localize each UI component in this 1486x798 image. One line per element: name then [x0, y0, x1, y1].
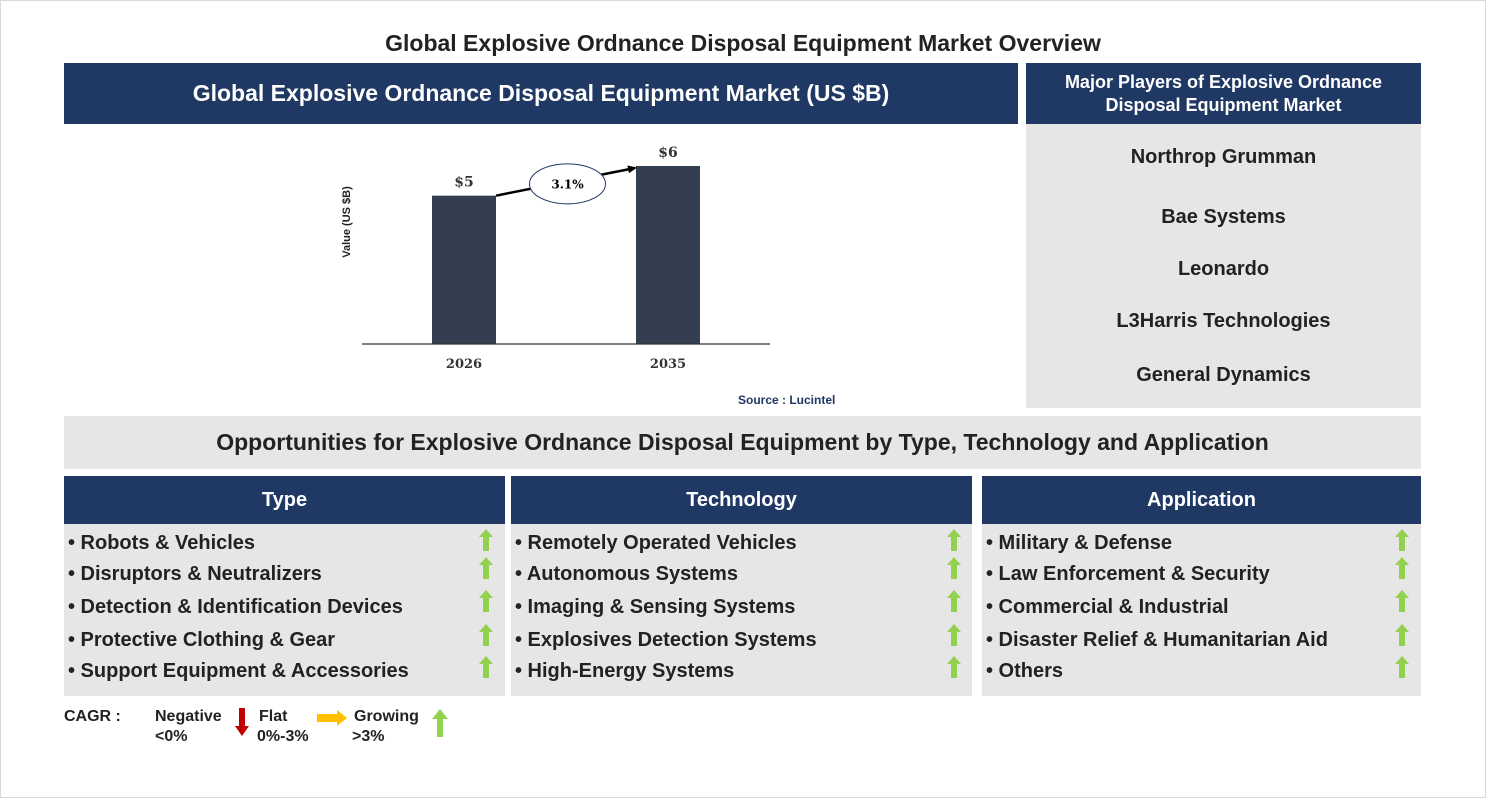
- growing-arrow-icon: [1395, 557, 1409, 579]
- growing-arrow-icon: [947, 624, 961, 646]
- growing-arrow-icon: [479, 656, 493, 678]
- legend-growing-range: >3%: [352, 728, 385, 745]
- cagr-label: 3.1%: [551, 177, 584, 191]
- player-item: Leonardo: [1177, 258, 1270, 280]
- bar-2035: [636, 166, 700, 344]
- bar-value-label: $6: [658, 145, 677, 161]
- growing-arrow-icon: [1395, 529, 1409, 551]
- segment-item: • Others: [986, 660, 1064, 682]
- x-tick-label: 2026: [446, 357, 482, 372]
- segment-panel-technology: • Remotely Operated Vehicles • Autonomou…: [511, 524, 972, 696]
- growing-arrow-icon: [947, 557, 961, 579]
- segment-item: • Robots & Vehicles: [68, 532, 256, 554]
- growing-arrow-icon: [479, 557, 493, 579]
- segment-item: • Remotely Operated Vehicles: [515, 532, 797, 554]
- segment-item: • Law Enforcement & Security: [986, 563, 1270, 585]
- growing-arrow-icon: [479, 624, 493, 646]
- page-title: Global Explosive Ordnance Disposal Equip…: [385, 30, 1101, 56]
- segment-item: • Explosives Detection Systems: [515, 629, 817, 651]
- growing-arrow-icon: [479, 529, 493, 551]
- segment-header-type: Type: [64, 476, 505, 524]
- cagr-ellipse: [529, 163, 606, 205]
- segment-item: • Autonomous Systems: [515, 563, 738, 585]
- x-tick-label: 2035: [650, 357, 686, 372]
- bar-2026: [432, 195, 496, 344]
- segment-item: • Disruptors & Neutralizers: [68, 563, 322, 585]
- growing-arrow-icon: [1395, 624, 1409, 646]
- legend-cagr-label: CAGR :: [64, 708, 121, 725]
- legend-flat-label: Flat: [259, 708, 288, 725]
- segment-item: • Protective Clothing & Gear: [68, 629, 336, 651]
- y-axis-label: Value (US $B): [341, 186, 353, 258]
- chart-header: Global Explosive Ordnance Disposal Equip…: [64, 63, 1018, 124]
- negative-arrow-icon: [235, 708, 249, 736]
- segment-item: • High-Energy Systems: [515, 660, 735, 682]
- segment-panel-type: • Robots & Vehicles • Disruptors & Neutr…: [64, 524, 505, 696]
- growing-arrow-icon: [947, 656, 961, 678]
- legend-negative-range: <0%: [155, 728, 188, 745]
- source-note: Source : Lucintel: [738, 393, 836, 407]
- segment-panel-application: • Military & Defense • Law Enforcement &…: [982, 524, 1421, 696]
- opportunities-banner: Opportunities for Explosive Ordnance Dis…: [64, 416, 1421, 469]
- flat-arrow-icon: [317, 710, 347, 726]
- bar-value-label: $5: [454, 175, 473, 191]
- player-item: Bae Systems: [1161, 206, 1286, 228]
- player-item: L3Harris Technologies: [1116, 310, 1331, 332]
- players-panel: Northrop Grumman Bae Systems Leonardo L3…: [1026, 124, 1421, 408]
- player-item: Northrop Grumman: [1130, 146, 1317, 168]
- growing-arrow-icon: [947, 529, 961, 551]
- segment-item: • Imaging & Sensing Systems: [515, 596, 796, 618]
- segment-item: • Commercial & Industrial: [986, 596, 1229, 618]
- segment-header-application: Application: [982, 476, 1421, 524]
- growing-arrow-icon: [479, 590, 493, 612]
- growing-arrow-icon: [1395, 590, 1409, 612]
- legend-growing-label: Growing: [354, 708, 419, 725]
- legend-negative-label: Negative: [155, 708, 222, 725]
- growing-arrow-icon: [947, 590, 961, 612]
- players-header: Major Players of Explosive Ordnance Disp…: [1026, 63, 1421, 124]
- segment-header-technology: Technology: [511, 476, 972, 524]
- segment-item: • Disaster Relief & Humanitarian Aid: [986, 629, 1328, 651]
- segment-item: • Military & Defense: [986, 532, 1172, 554]
- segment-item: • Support Equipment & Accessories: [68, 660, 409, 682]
- growing-arrow-icon: [1395, 656, 1409, 678]
- market-bar-chart: Value (US $B) $5 2026 $6 2035 3.1%: [341, 145, 770, 372]
- player-item: General Dynamics: [1136, 364, 1311, 386]
- growing-arrow-icon: [432, 709, 448, 737]
- legend-flat-range: 0%-3%: [257, 728, 309, 745]
- bars-group: $5 2026 $6 2035: [432, 145, 700, 372]
- segment-item: • Detection & Identification Devices: [68, 596, 403, 618]
